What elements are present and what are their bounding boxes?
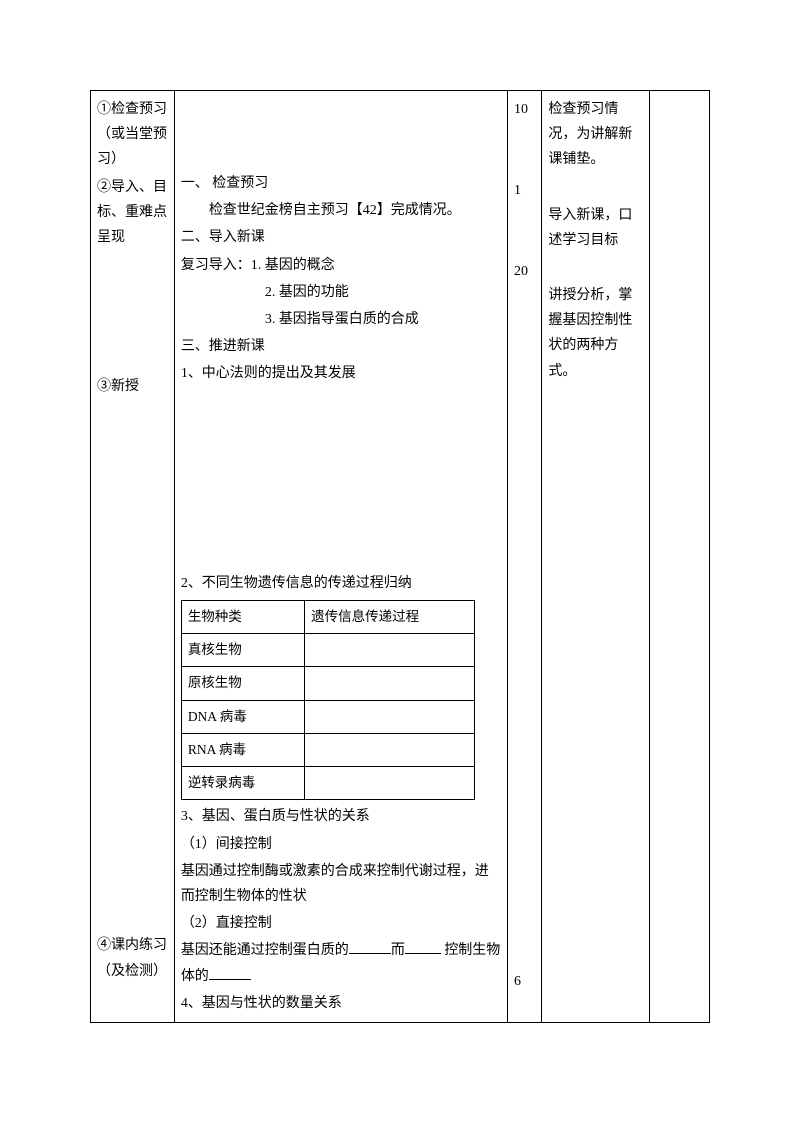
s3-b-title: （2）直接控制	[181, 911, 501, 936]
section-3-sub4: 4、基因与性状的数量关系	[181, 991, 501, 1016]
fill-blank-1	[349, 939, 391, 954]
s3-a-text: 基因通过控制酶或激素的合成来控制代谢过程，进而控制生物体的性状	[181, 859, 501, 909]
s3-a-title: （1）间接控制	[181, 832, 501, 857]
s3-b-prefix: 基因还能通过控制蛋白质的	[181, 943, 349, 958]
inner-header-1: 生物种类	[181, 600, 304, 633]
step-1: ①检查预习（或当堂预习）	[97, 97, 168, 173]
section-2-item2: 2. 基因的功能	[181, 280, 501, 305]
note-1: 检查预习情况，为讲解新课铺垫。	[548, 97, 642, 173]
step-2: ②导入、目标、重难点呈现	[97, 175, 168, 251]
s3-b-text: 基因还能通过控制蛋白质的而 控制生物体的	[181, 938, 501, 988]
time-2: 1	[514, 178, 535, 203]
inner-row-1: 真核生物	[181, 633, 304, 666]
section-3-sub2: 2、不同生物遗传信息的传递过程归纳	[181, 571, 501, 596]
s3-b-mid: 而	[391, 943, 405, 958]
inner-row-5: 逆转录病毒	[181, 767, 304, 800]
time-1: 10	[514, 97, 535, 122]
fill-blank-3	[209, 964, 251, 979]
section-2-intro: 复习导入：1. 基因的概念	[181, 253, 501, 278]
inner-row-3: DNA 病毒	[181, 700, 304, 733]
inner-header-2: 遗传信息传递过程	[305, 600, 475, 633]
time-3: 20	[514, 259, 535, 284]
organism-table: 生物种类 遗传信息传递过程 真核生物 原核生物 DNA 病毒 RNA 病毒 逆转…	[181, 600, 476, 801]
content-column: 一、 检查预习 检查世纪金榜自主预习【42】完成情况。 二、导入新课 复习导入：…	[174, 91, 507, 1023]
section-1-line: 检查世纪金榜自主预习【42】完成情况。	[181, 198, 501, 223]
section-3-sub1: 1、中心法则的提出及其发展	[181, 361, 501, 386]
time-4: 6	[514, 969, 535, 994]
lesson-plan-table: ①检查预习（或当堂预习） ②导入、目标、重难点呈现 ③新授 ④课内练习（及检测）…	[90, 90, 710, 1023]
step-4: ④课内练习（及检测）	[97, 933, 168, 983]
inner-row-2: 原核生物	[181, 667, 304, 700]
time-column: 10 1 20 6	[507, 91, 541, 1023]
fill-blank-2	[405, 939, 441, 954]
section-2-heading: 二、导入新课	[181, 225, 501, 250]
note-3: 讲授分析，掌握基因控制性状的两种方式。	[548, 283, 642, 384]
section-1-heading: 一、 检查预习	[181, 171, 501, 196]
empty-column	[649, 91, 709, 1023]
notes-column: 检查预习情况，为讲解新课铺垫。 导入新课，口述学习目标 讲授分析，掌握基因控制性…	[542, 91, 649, 1023]
section-3-sub3: 3、基因、蛋白质与性状的关系	[181, 804, 501, 829]
inner-row-4: RNA 病毒	[181, 733, 304, 766]
note-2: 导入新课，口述学习目标	[548, 203, 642, 253]
step-3: ③新授	[97, 374, 168, 399]
section-2-item3: 3. 基因指导蛋白质的合成	[181, 307, 501, 332]
steps-column: ①检查预习（或当堂预习） ②导入、目标、重难点呈现 ③新授 ④课内练习（及检测）	[91, 91, 175, 1023]
section-3-heading: 三、推进新课	[181, 334, 501, 359]
